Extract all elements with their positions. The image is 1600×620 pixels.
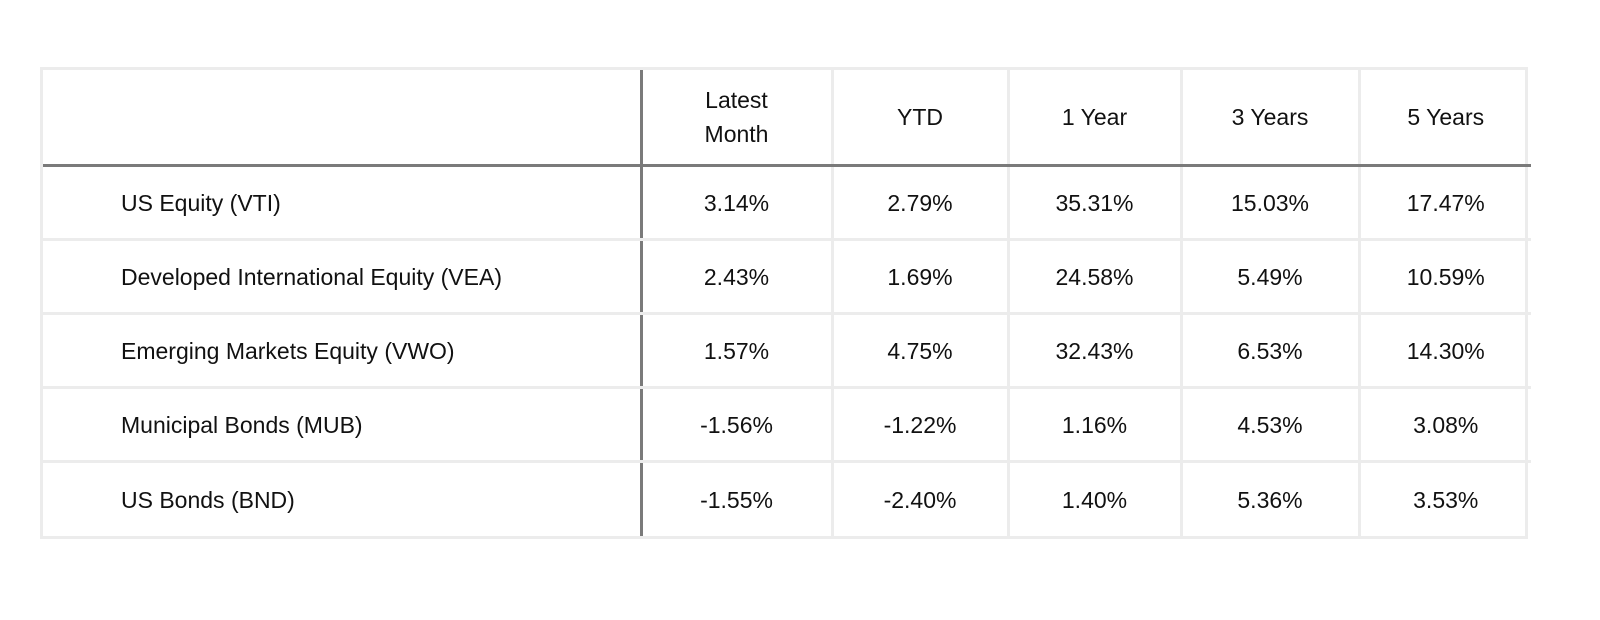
cell-5-years: 3.53% <box>1413 486 1479 513</box>
cell-5-years: 17.47% <box>1359 165 1531 242</box>
cell-1-year: 1.16% <box>1008 387 1183 464</box>
cell-ytd: 1.69% <box>832 239 1010 316</box>
header-1-year: 1 Year <box>1008 70 1183 167</box>
row-label: Emerging Markets Equity (VWO) <box>43 313 643 390</box>
cell-latest-month: -1.55% <box>641 461 834 536</box>
table-row: Emerging Markets Equity (VWO) 1.57% 4.75… <box>43 313 1531 390</box>
cell-latest-month: 2.43% <box>641 239 834 316</box>
row-label: Developed International Equity (VEA) <box>43 239 643 316</box>
header-cell-label <box>43 70 643 167</box>
cell-5-years: 14.30% <box>1359 313 1531 390</box>
cell-3-years: 15.03% <box>1181 165 1361 242</box>
cell-1-year: 35.31% <box>1008 165 1183 242</box>
returns-table: Latest Month YTD 1 Year 3 Years 5 Years … <box>43 70 1531 536</box>
header-3-years: 3 Years <box>1181 70 1361 167</box>
table-row: US Equity (VTI) 3.14% 2.79% 35.31% 15.03… <box>43 165 1531 242</box>
header-ytd: YTD <box>832 70 1010 167</box>
cell-3-years: 6.53% <box>1181 313 1361 390</box>
cell-ytd: 4.75% <box>832 313 1010 390</box>
header-latest-month: Latest Month <box>641 70 834 167</box>
table-row: Municipal Bonds (MUB) -1.56% -1.22% 1.16… <box>43 387 1531 464</box>
row-label: US Equity (VTI) <box>43 165 643 242</box>
cell-ytd: -2.40% <box>832 461 1010 536</box>
cell-1-year: 32.43% <box>1008 313 1183 390</box>
returns-table-frame: Latest Month YTD 1 Year 3 Years 5 Years … <box>40 67 1531 539</box>
cell-3-years: 4.53% <box>1181 387 1361 464</box>
header-5-years: 5 Years <box>1359 70 1531 167</box>
header-row: Latest Month YTD 1 Year 3 Years 5 Years <box>43 70 1531 167</box>
row-label: US Bonds (BND) <box>43 461 643 536</box>
row-label: Municipal Bonds (MUB) <box>43 387 643 464</box>
cell-3-years: 5.49% <box>1181 239 1361 316</box>
cell-latest-month: -1.56% <box>641 387 834 464</box>
cell-ytd: -1.22% <box>832 387 1010 464</box>
cell-1-year: 24.58% <box>1008 239 1183 316</box>
cell-latest-month: 3.14% <box>641 165 834 242</box>
table-row: Developed International Equity (VEA) 2.4… <box>43 239 1531 316</box>
cell-ytd: 2.79% <box>832 165 1010 242</box>
cell-5-years: 3.08% <box>1359 387 1531 464</box>
cell-5-years: 10.59% <box>1359 239 1531 316</box>
table-row: US Bonds (BND) -1.55% -2.40% 1.40% 5.36%… <box>43 461 1531 536</box>
cell-latest-month: 1.57% <box>641 313 834 390</box>
cell-1-year: 1.40% <box>1008 461 1183 536</box>
cell-3-years: 5.36% <box>1181 461 1361 536</box>
